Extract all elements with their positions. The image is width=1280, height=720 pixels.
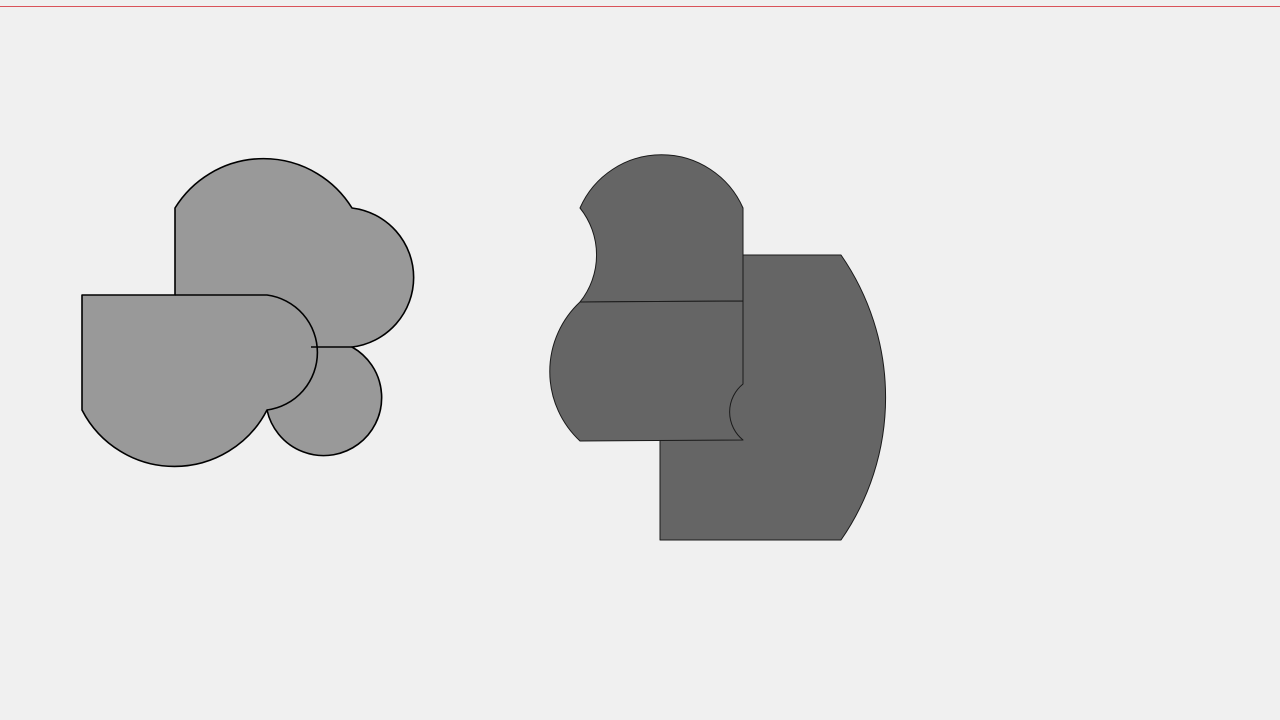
- piece-middle-round[interactable]: [549, 300, 744, 442]
- top-guide-line: [0, 6, 1280, 7]
- piece-top-dome[interactable]: [579, 154, 744, 303]
- target-shape: [81, 157, 415, 468]
- piece-assembly: [549, 154, 887, 541]
- target-silhouette: [81, 157, 415, 468]
- target-seam-half-disc: [175, 294, 319, 411]
